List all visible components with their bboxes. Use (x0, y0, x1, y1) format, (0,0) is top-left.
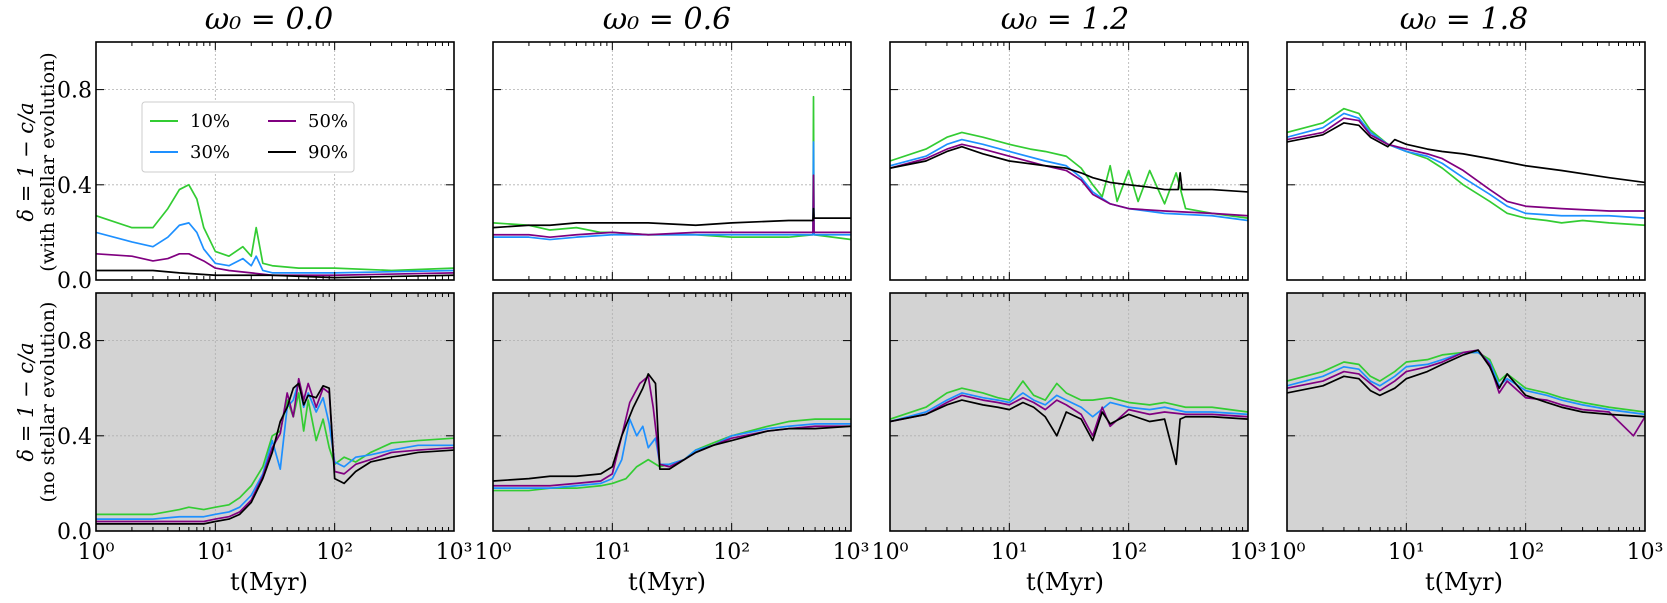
panel-row1-col4-series-90pct (1287, 122, 1645, 184)
row-labels: δ = 1 − c/a (with stellar evolution) δ =… (14, 52, 59, 502)
row1-ylabel-line1: δ = 1 − c/a (14, 102, 38, 221)
panel-row2-col4-xtick-label-0: 10⁰ (1269, 540, 1306, 565)
panel-row1-col3-frame (889, 41, 1249, 281)
panel-row2-col2-xtick-label-0: 10⁰ (475, 540, 512, 565)
panel-row1-col2-series-30pct (493, 141, 851, 241)
panel-row2-col4-series-90pct (1287, 349, 1645, 418)
panel-row2-col3: 10⁰ 10¹ 10² 10³ (872, 292, 1267, 565)
panel-row2-col2-xtick-label-3: 10³ (833, 540, 870, 565)
column-title-4: ω₀ = 1.8 (1400, 2, 1528, 37)
panel-row2-col4-xtick-label-3: 10³ (1627, 540, 1664, 565)
panel-row1-col1-ytick-label-1: 0.4 (57, 174, 92, 199)
panel-row2-col3-xtick-label-1: 10¹ (991, 540, 1028, 565)
x-axis-labels: t(Myr) t(Myr) t(Myr) t(Myr) (230, 568, 1503, 596)
panel-row2-col2-series-30pct (493, 418, 851, 490)
panel-row1-col2-series-50pct (493, 174, 851, 239)
panel-row1-col1-ytick-label-0: 0.0 (57, 269, 92, 294)
panel-row1-col1-ytick-label-2: 0.8 (57, 79, 92, 104)
panel-row1-col3-series-30pct (890, 138, 1248, 222)
panel-row2-col1-xtick-label-3: 10³ (436, 540, 473, 565)
panel-row1-col2 (492, 41, 852, 281)
panel-row2-col2-series-90pct (493, 373, 851, 482)
panel-row1-col4-series-10pct (1287, 107, 1645, 227)
panel-row1-col4-series-50pct (1287, 117, 1645, 212)
panel-row2-col1-ytick-label-2: 0.8 (57, 330, 92, 355)
panel-row1-col3-background (890, 42, 1248, 280)
panel-row2-col1-series-50pct (96, 377, 454, 523)
xlabel-col2: t(Myr) (628, 568, 706, 596)
panel-row2-col3-series-50pct (890, 394, 1248, 437)
xlabel-col3: t(Myr) (1026, 568, 1104, 596)
panel-row2-col3-series-10pct (890, 380, 1248, 420)
column-title-3: ω₀ = 1.2 (1001, 2, 1129, 37)
panel-row2-col2-frame (492, 292, 852, 532)
panel-row2-col1-background (96, 293, 454, 531)
legend: 10% 50% 30% 90% (141, 101, 355, 173)
panel-row2-col3-xtick-label-2: 10² (1110, 540, 1147, 565)
panel-row1-col4-series-30pct (1287, 112, 1645, 219)
panel-row2-col1-xtick-label-2: 10² (316, 540, 353, 565)
panel-row2-col1-ytick-label-0: 0.0 (57, 520, 92, 545)
panel-row2-col2: 10⁰ 10¹ 10² 10³ (475, 292, 870, 565)
panel-row1-col4 (1286, 41, 1646, 281)
panel-row1-col4-background (1287, 42, 1645, 280)
xlabel-col4: t(Myr) (1425, 568, 1503, 596)
panel-row1-col2-background (493, 42, 851, 280)
panel-row2-col4-frame (1286, 292, 1646, 532)
row2-ylabel-line1: δ = 1 − c/a (14, 342, 38, 461)
column-title-1: ω₀ = 0.0 (205, 2, 333, 37)
column-title-2: ω₀ = 0.6 (603, 2, 731, 37)
panel-row1-col3-series-90pct (890, 145, 1248, 193)
panel-row1-col1-series-90pct (96, 269, 454, 279)
panel-row2-col3-series-90pct (890, 399, 1248, 466)
panel-row2-col1: 0.0 0.4 0.8 10⁰ 10¹ 10² 10³ (57, 292, 473, 565)
panel-row1-col1-series-10pct (96, 183, 454, 272)
legend-label-30: 30% (190, 142, 230, 163)
panel-row1-col3-series-10pct (890, 131, 1248, 219)
panel-row1-col2-series-90pct (493, 207, 851, 229)
panel-row1-col1-frame (95, 41, 455, 281)
panel-row2-col1-frame (95, 292, 455, 532)
legend-label-10: 10% (190, 111, 230, 132)
panel-row2-col1-xtick-label-0: 10⁰ (78, 540, 115, 565)
legend-label-50: 50% (308, 111, 348, 132)
panel-row2-col3-series-30pct (890, 392, 1248, 423)
panel-row2-col1-series-90pct (96, 382, 454, 525)
panel-row2-col2-background (493, 293, 851, 531)
panel-row1-col3 (889, 41, 1249, 281)
legend-box (141, 101, 355, 173)
panel-row2-col4-series-50pct (1287, 349, 1645, 437)
panel-row2-col3-xtick-label-0: 10⁰ (872, 540, 909, 565)
panel-row1-col2-frame (492, 41, 852, 281)
column-titles: ω₀ = 0.0 ω₀ = 0.6 ω₀ = 1.2 ω₀ = 1.8 (205, 2, 1528, 37)
panel-row1-col4-frame (1286, 41, 1646, 281)
panel-row2-col2-xtick-label-2: 10² (713, 540, 750, 565)
panel-row2-col4-xtick-label-2: 10² (1507, 540, 1544, 565)
row1-ylabel-line2: (with stellar evolution) (37, 52, 59, 271)
panel-row2-col1-series-30pct (96, 380, 454, 520)
panel-row2-col2-xtick-label-1: 10¹ (594, 540, 631, 565)
panel-row2-col4: 10⁰ 10¹ 10² 10³ (1269, 292, 1664, 565)
panel-row1-col3-series-50pct (890, 143, 1248, 217)
panel-row1-col1-series-30pct (96, 222, 454, 274)
legend-label-90: 90% (308, 142, 348, 163)
panel-row2-col3-xtick-label-3: 10³ (1230, 540, 1267, 565)
xlabel-col1: t(Myr) (230, 568, 308, 596)
panel-row2-col1-xtick-label-1: 10¹ (197, 540, 234, 565)
panel-row2-col4-xtick-label-1: 10¹ (1388, 540, 1425, 565)
panel-row2-col3-frame (889, 292, 1249, 532)
panel-row2-col1-ytick-label-1: 0.4 (57, 425, 92, 450)
row2-ylabel-line2: (no stellar evolution) (37, 302, 59, 503)
